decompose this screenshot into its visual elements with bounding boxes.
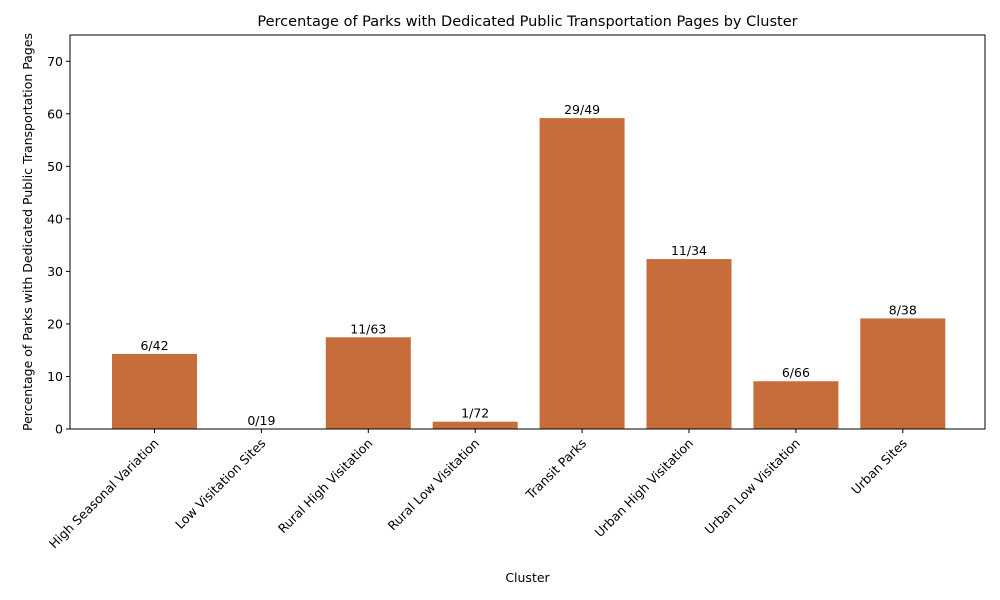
x-axis: High Seasonal Variation Low Visitation Si…	[46, 429, 910, 551]
x-tick-label: Low Visitation Sites	[172, 436, 268, 532]
x-tick-label: Urban Low Visitation	[701, 436, 803, 538]
bar-data-label: 6/42	[140, 338, 168, 353]
x-tick-label: Urban Sites	[848, 436, 910, 498]
y-axis-label: Percentage of Parks with Dedicated Publi…	[20, 33, 35, 431]
y-tick-label: 30	[47, 264, 63, 279]
bar-data-label: 29/49	[564, 102, 600, 117]
y-tick-label: 40	[47, 211, 63, 226]
x-tick-label: Rural High Visitation	[275, 436, 376, 537]
x-axis-label: Cluster	[505, 570, 550, 585]
bar	[753, 381, 839, 429]
y-tick-label: 60	[47, 106, 63, 121]
bar	[325, 337, 411, 429]
y-tick-label: 70	[47, 54, 63, 69]
bar	[539, 118, 625, 430]
y-tick-label: 10	[47, 369, 63, 384]
bar-data-label: 8/38	[889, 302, 917, 317]
bar-data-label: 6/66	[782, 365, 810, 380]
x-tick-label: Urban High Visitation	[592, 436, 696, 540]
bar	[112, 353, 197, 429]
bar-data-label: 11/63	[350, 321, 386, 336]
y-tick-label: 0	[55, 422, 63, 437]
bar-data-label: 0/19	[247, 413, 275, 428]
plot-frame	[69, 34, 986, 430]
bar	[432, 421, 518, 429]
x-tick-label: High Seasonal Variation	[46, 436, 162, 552]
x-tick-label: Transit Parks	[522, 436, 589, 503]
bar	[860, 318, 946, 429]
y-tick-label: 20	[47, 316, 63, 331]
bar-data-label: 11/34	[671, 243, 707, 258]
x-tick-label: Rural Low Visitation	[385, 436, 483, 534]
bars-group: 6/42 0/19 11/63 1/72 29/49 11/34 6/66 8/38	[112, 102, 946, 430]
y-tick-label: 50	[47, 159, 63, 174]
y-axis: 0 10 20 30 40 50 60 70	[47, 54, 70, 437]
chart-title: Percentage of Parks with Dedicated Publi…	[257, 14, 797, 30]
bar	[646, 259, 732, 429]
bar-data-label: 1/72	[461, 406, 489, 421]
